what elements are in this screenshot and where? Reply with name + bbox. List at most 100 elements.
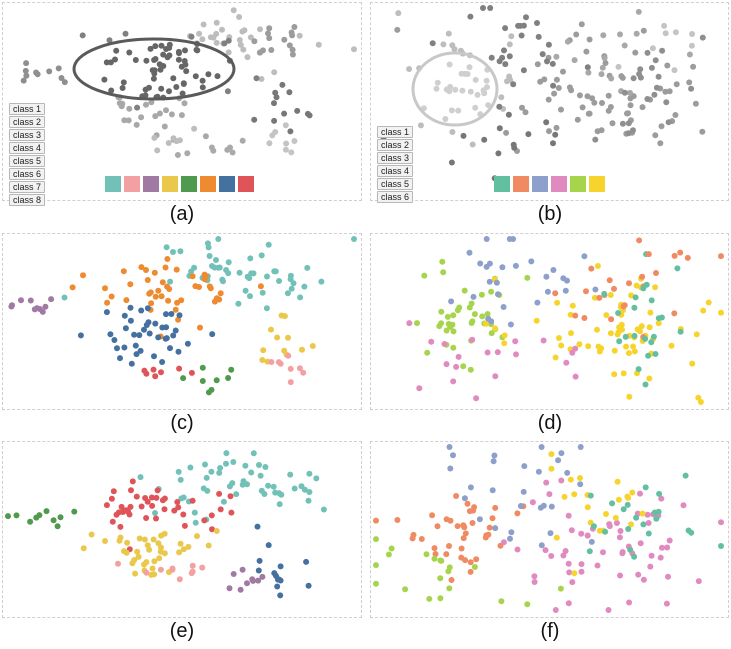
class-button-a-8[interactable]: class 8 — [9, 194, 46, 206]
point-d-0-21 — [478, 291, 485, 298]
point-f-1-6 — [666, 537, 673, 544]
panel-c — [2, 233, 362, 410]
point-d-0-39 — [440, 269, 447, 276]
point-f-0-33 — [471, 504, 478, 511]
point-e-2-34 — [208, 512, 215, 519]
color-swatch-a-2[interactable] — [124, 176, 140, 192]
point-d-1-27 — [718, 309, 724, 316]
point-d-1-53 — [596, 348, 603, 355]
point-e-0-23 — [223, 450, 230, 457]
point-c-1-9 — [258, 252, 265, 259]
point-c-2-25 — [146, 290, 153, 297]
class-button-a-5[interactable]: class 5 — [9, 155, 46, 167]
class-button-b-6[interactable]: class 6 — [377, 191, 414, 203]
color-swatch-a-4[interactable] — [162, 176, 178, 192]
point-b-6-2 — [662, 30, 669, 37]
point-a-0-0 — [351, 46, 357, 53]
point-e-0-24 — [180, 494, 187, 501]
color-swatch-b-5[interactable] — [570, 176, 586, 192]
point-c-2-32 — [213, 295, 220, 302]
point-b-0-18 — [449, 129, 456, 135]
point-f-4-20 — [602, 528, 609, 535]
color-swatch-b-1[interactable] — [494, 176, 510, 192]
color-swatch-a-6[interactable] — [200, 176, 216, 192]
point-a-6-3 — [266, 140, 273, 147]
class-button-a-6[interactable]: class 6 — [9, 168, 46, 180]
point-d-1-62 — [628, 292, 635, 299]
point-a-2-36 — [156, 61, 163, 68]
point-e-3-30 — [151, 558, 158, 565]
point-c-2-15 — [151, 269, 158, 276]
color-swatch-a-8[interactable] — [238, 176, 254, 192]
point-c-0-31 — [247, 255, 254, 262]
point-c-2-44 — [174, 299, 181, 306]
point-d-5-16 — [469, 336, 476, 343]
point-e-6-1 — [239, 566, 246, 573]
class-button-a-4[interactable]: class 4 — [9, 142, 46, 154]
point-c-6-4 — [287, 379, 294, 386]
color-swatch-a-7[interactable] — [219, 176, 235, 192]
point-f-5-10 — [373, 562, 379, 569]
point-e-6-0 — [259, 573, 266, 580]
color-swatch-b-2[interactable] — [513, 176, 529, 192]
point-f-3-5 — [639, 510, 646, 517]
point-c-2-39 — [257, 283, 264, 290]
class-button-b-1[interactable]: class 1 — [377, 126, 414, 138]
point-a-5-2 — [273, 94, 280, 101]
point-c-2-21 — [165, 297, 172, 304]
point-b-2-8 — [534, 20, 540, 26]
point-c-4-8 — [36, 306, 43, 312]
point-a-3-22 — [156, 110, 163, 117]
point-a-5-9 — [287, 128, 294, 135]
point-f-2-26 — [538, 542, 545, 549]
class-button-a-3[interactable]: class 3 — [9, 129, 46, 141]
point-a-2-17 — [103, 59, 110, 66]
class-button-a-1[interactable]: class 1 — [9, 103, 46, 115]
class-button-b-4[interactable]: class 4 — [377, 165, 414, 177]
point-a-7-5 — [184, 150, 191, 157]
class-button-b-2[interactable]: class 2 — [377, 139, 414, 151]
point-d-2-22 — [493, 279, 500, 286]
point-f-2-10 — [520, 488, 527, 495]
point-f-5-18 — [557, 585, 564, 592]
class-button-a-2[interactable]: class 2 — [9, 116, 46, 128]
point-e-5-12 — [271, 570, 278, 577]
point-e-5-8 — [255, 567, 262, 574]
point-d-4-6 — [645, 352, 652, 359]
point-b-1-24 — [699, 128, 706, 135]
point-b-6-6 — [671, 67, 678, 74]
point-a-3-2 — [158, 85, 165, 92]
point-a-1-6 — [289, 51, 296, 58]
class-button-b-5[interactable]: class 5 — [377, 178, 414, 190]
class-button-a-7[interactable]: class 7 — [9, 181, 46, 193]
color-swatch-b-3[interactable] — [532, 176, 548, 192]
point-c-2-28 — [164, 256, 171, 262]
point-e-0-26 — [217, 465, 224, 471]
point-c-3-10 — [127, 317, 134, 324]
color-swatch-a-3[interactable] — [143, 176, 159, 192]
point-b-0-27 — [452, 86, 459, 93]
color-swatch-a-1[interactable] — [105, 176, 121, 192]
point-d-2-19 — [483, 263, 490, 270]
color-swatch-a-5[interactable] — [181, 176, 197, 192]
point-c-2-3 — [159, 279, 166, 286]
point-c-2-5 — [217, 290, 224, 297]
point-d-0-22 — [460, 363, 467, 370]
point-d-1-60 — [693, 331, 700, 338]
point-e-0-18 — [192, 519, 199, 526]
class-button-b-3[interactable]: class 3 — [377, 152, 414, 164]
scatter-plot-e — [5, 450, 327, 599]
color-swatch-b-6[interactable] — [589, 176, 605, 192]
point-e-2-41 — [143, 515, 150, 521]
point-c-5-8 — [285, 334, 291, 341]
point-c-3-27 — [114, 345, 120, 352]
point-b-5-18 — [485, 102, 492, 109]
point-e-4-6 — [54, 523, 61, 530]
point-f-1-15 — [637, 540, 644, 547]
point-b-4-5 — [644, 96, 651, 102]
point-e-7-0 — [143, 569, 150, 576]
color-swatch-b-4[interactable] — [551, 176, 567, 192]
point-b-0-36 — [455, 107, 462, 114]
point-c-6-5 — [285, 352, 292, 359]
point-e-0-8 — [242, 462, 249, 469]
